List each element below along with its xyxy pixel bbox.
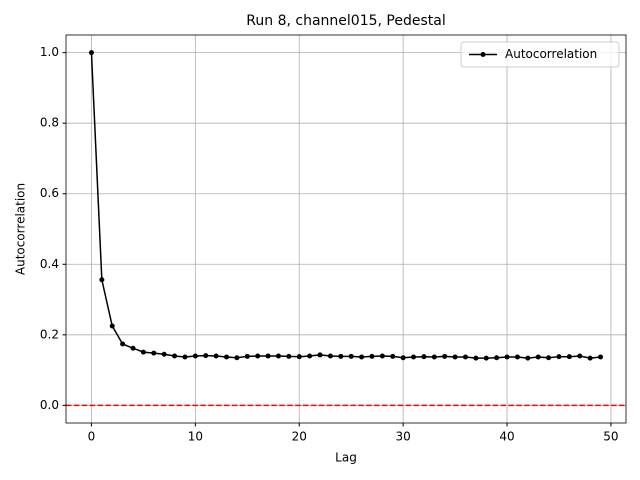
x-tick-label: 0 (88, 430, 96, 444)
data-point (265, 353, 271, 359)
data-point (535, 354, 541, 360)
data-point (359, 354, 365, 360)
data-point (327, 353, 333, 359)
data-point (483, 355, 489, 361)
x-tick-label: 20 (292, 430, 307, 444)
y-tick-label: 0.0 (40, 398, 59, 412)
data-line (90, 52, 601, 359)
data-point (514, 354, 520, 360)
data-point (120, 341, 126, 347)
x-tick-label: 50 (603, 430, 618, 444)
data-point (338, 353, 344, 359)
legend-marker (480, 52, 486, 57)
data-point (99, 277, 105, 283)
data-point (525, 355, 531, 361)
data-point (130, 345, 136, 351)
data-point (587, 355, 593, 361)
y-axis-label: Autocorrelation (14, 183, 28, 275)
chart-title: Run 8, channel015, Pedestal (246, 13, 445, 29)
data-point (379, 353, 385, 359)
data-point (317, 352, 323, 358)
data-point (172, 353, 178, 359)
data-point (504, 354, 510, 360)
legend-label: Autocorrelation (505, 47, 597, 61)
data-point (140, 349, 146, 355)
data-point (182, 354, 188, 360)
data-point (400, 355, 406, 361)
data-point (462, 354, 468, 360)
data-point (286, 353, 292, 359)
legend-box (460, 41, 620, 68)
data-point (473, 355, 479, 361)
data-point (556, 354, 562, 360)
data-point (234, 355, 240, 361)
data-point (494, 355, 500, 361)
data-point (411, 354, 417, 360)
y-tick-label: 0.6 (40, 186, 59, 200)
data-point (192, 353, 198, 359)
data-point (421, 354, 427, 360)
data-point (244, 353, 250, 359)
data-point (577, 353, 583, 359)
data-point (296, 354, 302, 360)
y-tick-label: 0.4 (40, 257, 59, 271)
x-axis-label: Lag (335, 451, 357, 465)
y-tick-label: 0.2 (40, 327, 59, 341)
data-point (390, 353, 396, 359)
x-tick-label: 40 (499, 430, 514, 444)
data-point (442, 353, 448, 359)
y-tick-label: 0.8 (40, 116, 59, 130)
data-point (203, 353, 209, 359)
data-point (369, 353, 375, 359)
x-tick-label: 10 (188, 430, 203, 444)
data-point (431, 354, 437, 360)
data-point (598, 354, 604, 360)
data-point (151, 350, 157, 356)
y-tick-label: 1.0 (40, 45, 59, 59)
data-point (275, 353, 281, 359)
data-point (255, 353, 261, 359)
data-point (88, 50, 94, 56)
data-point (224, 354, 230, 360)
x-tick-label: 30 (396, 430, 411, 444)
data-point (109, 323, 115, 329)
data-point (566, 354, 572, 360)
data-point (213, 353, 219, 359)
plot-frame (65, 34, 627, 424)
data-point (348, 353, 354, 359)
data-point (546, 355, 552, 361)
data-point (307, 353, 313, 359)
data-point (452, 354, 458, 360)
data-point (161, 351, 167, 357)
